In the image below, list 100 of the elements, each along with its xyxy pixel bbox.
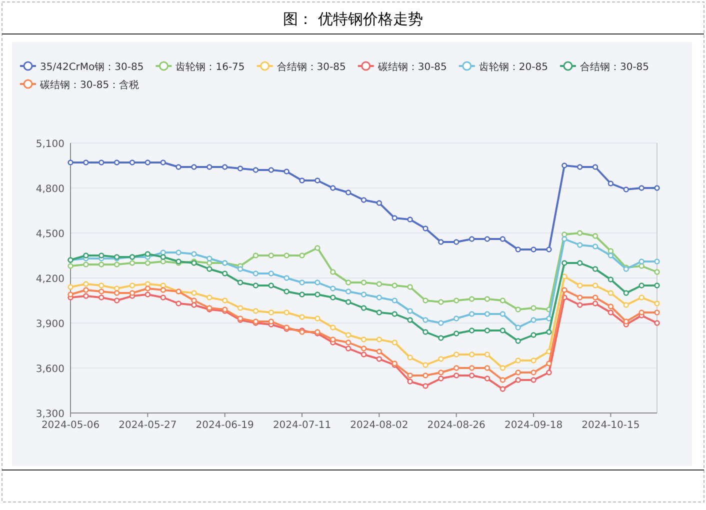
point bbox=[98, 288, 104, 294]
point bbox=[98, 294, 104, 300]
point bbox=[252, 308, 259, 314]
point bbox=[68, 284, 74, 290]
point bbox=[392, 298, 398, 304]
point bbox=[160, 282, 166, 288]
point bbox=[468, 352, 475, 358]
point bbox=[438, 320, 444, 326]
point bbox=[530, 332, 536, 338]
point bbox=[222, 298, 228, 304]
point bbox=[314, 316, 320, 322]
x-tick-label: 2024-05-06 bbox=[41, 420, 100, 431]
point bbox=[592, 282, 598, 288]
point bbox=[562, 236, 568, 242]
point bbox=[638, 185, 644, 191]
point bbox=[608, 304, 614, 310]
point bbox=[345, 299, 352, 305]
point bbox=[83, 252, 89, 258]
point bbox=[608, 290, 614, 296]
point bbox=[252, 252, 259, 258]
x-tick-label: 2024-05-27 bbox=[118, 420, 177, 431]
point bbox=[206, 260, 212, 266]
point bbox=[500, 236, 506, 242]
point bbox=[376, 310, 382, 316]
point bbox=[484, 328, 490, 334]
point bbox=[345, 288, 352, 294]
point bbox=[176, 250, 182, 256]
x-tick-label: 2024-08-26 bbox=[427, 420, 486, 431]
point bbox=[638, 258, 644, 264]
point bbox=[484, 296, 490, 302]
point bbox=[191, 251, 197, 257]
point bbox=[252, 270, 259, 276]
point bbox=[299, 292, 305, 298]
point bbox=[592, 300, 598, 306]
point bbox=[422, 362, 428, 368]
point bbox=[407, 372, 413, 378]
point bbox=[484, 376, 490, 382]
point bbox=[530, 246, 536, 252]
point bbox=[515, 377, 521, 383]
legend-label: 35/42CrMo钢：30-85 bbox=[40, 62, 144, 73]
point bbox=[345, 280, 352, 286]
point bbox=[484, 236, 490, 242]
point bbox=[330, 294, 336, 300]
y-tick-label: 4,200 bbox=[36, 274, 64, 285]
point bbox=[454, 316, 460, 322]
point bbox=[515, 358, 521, 364]
point bbox=[191, 302, 197, 308]
point bbox=[407, 378, 413, 384]
y-tick-label: 3,900 bbox=[36, 319, 64, 330]
point bbox=[468, 236, 475, 242]
point bbox=[160, 294, 166, 300]
point bbox=[144, 292, 151, 298]
point bbox=[500, 365, 506, 371]
point bbox=[98, 282, 104, 288]
point bbox=[592, 244, 598, 250]
point bbox=[515, 338, 521, 344]
point bbox=[206, 164, 212, 170]
point bbox=[160, 250, 166, 256]
point bbox=[392, 215, 398, 221]
point bbox=[515, 370, 521, 376]
point bbox=[268, 270, 274, 276]
y-tick-label: 5,100 bbox=[36, 139, 64, 150]
point bbox=[237, 166, 244, 172]
point bbox=[330, 185, 336, 191]
point bbox=[407, 216, 413, 222]
point bbox=[299, 252, 305, 258]
point bbox=[268, 310, 274, 316]
point bbox=[654, 185, 660, 191]
point bbox=[360, 197, 367, 203]
point bbox=[454, 298, 460, 304]
point bbox=[608, 248, 614, 254]
point bbox=[407, 308, 413, 314]
point bbox=[407, 354, 413, 360]
point bbox=[515, 306, 521, 312]
point bbox=[237, 305, 244, 311]
point bbox=[237, 266, 244, 272]
point bbox=[360, 346, 367, 352]
point bbox=[500, 311, 506, 317]
point bbox=[392, 340, 398, 346]
point bbox=[515, 246, 521, 252]
point bbox=[284, 275, 290, 281]
point bbox=[530, 317, 536, 323]
point bbox=[407, 317, 413, 323]
point bbox=[191, 298, 197, 304]
point bbox=[468, 372, 475, 378]
point bbox=[129, 282, 136, 288]
point bbox=[576, 164, 583, 170]
point bbox=[546, 370, 552, 376]
point bbox=[454, 365, 460, 371]
point bbox=[206, 266, 212, 272]
y-tick-label: 3,300 bbox=[36, 409, 64, 420]
point bbox=[129, 260, 136, 266]
point bbox=[176, 300, 182, 306]
point bbox=[422, 226, 428, 232]
legend-label: 齿轮钢：20-85 bbox=[478, 61, 548, 73]
point bbox=[114, 262, 120, 268]
point bbox=[68, 160, 74, 166]
point bbox=[546, 246, 552, 252]
point bbox=[638, 282, 644, 288]
point bbox=[144, 286, 151, 292]
